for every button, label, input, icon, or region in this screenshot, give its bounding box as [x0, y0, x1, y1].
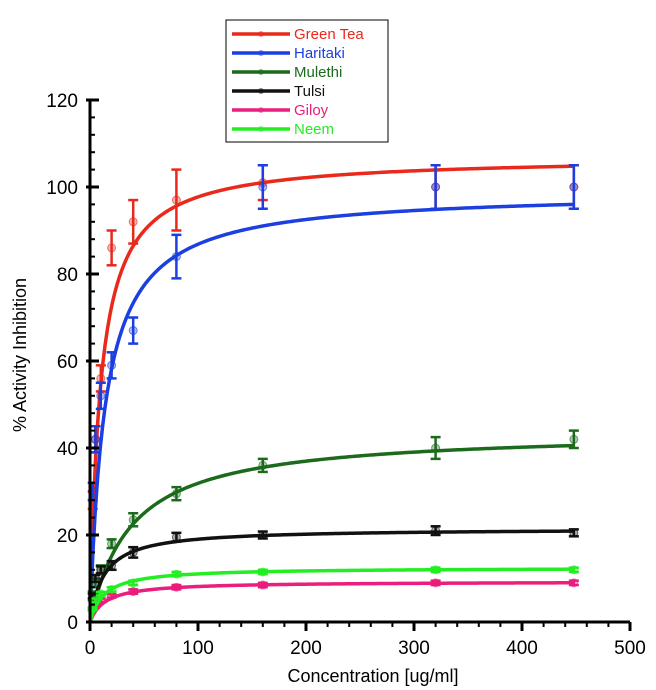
data-point: [107, 539, 117, 549]
legend-marker: [258, 107, 264, 113]
data-point: [96, 565, 106, 575]
data-point: [96, 589, 106, 599]
data-point: [96, 373, 106, 383]
x-tick-label: 400: [506, 638, 538, 659]
data-point: [128, 578, 138, 588]
data-point: [107, 360, 117, 370]
legend-label: Tulsi: [294, 83, 325, 100]
data-point: [569, 434, 579, 444]
data-point: [128, 515, 138, 525]
y-tick-label: 0: [67, 613, 78, 634]
legend-item-neem: Neem: [232, 121, 334, 138]
x-tick-label: 0: [85, 638, 96, 659]
data-point: [431, 526, 441, 536]
legend-marker: [258, 88, 264, 94]
legend-item-giloy: Giloy: [232, 102, 329, 119]
data-point: [431, 578, 441, 588]
legend-item-mulethi: Mulethi: [232, 64, 342, 81]
legend: Green Tea Haritaki Mulethi Tulsi Giloy Neem: [225, 19, 389, 143]
data-point: [171, 252, 181, 262]
data-point: [171, 489, 181, 499]
data-point: [258, 530, 268, 540]
legend-marker: [258, 69, 264, 75]
y-axis-ticks: 0 20 40 60 80 100 120: [46, 91, 99, 634]
data-point: [171, 532, 181, 542]
data-point: [569, 182, 579, 192]
y-tick-label: 100: [46, 178, 78, 199]
plot-area: [87, 164, 579, 622]
x-tick-label: 100: [182, 638, 214, 659]
data-point: [96, 391, 106, 401]
series-neem: [87, 565, 579, 621]
data-point: [258, 580, 268, 590]
data-point: [431, 565, 441, 575]
y-tick-label: 20: [57, 526, 78, 547]
legend-marker: [258, 126, 264, 132]
fit-curve-tulsi: [88, 529, 574, 619]
fit-curve-green-tea: [88, 164, 574, 599]
legend-item-green-tea: Green Tea: [232, 26, 364, 43]
data-point: [90, 434, 100, 444]
data-point: [107, 584, 117, 594]
data-point: [171, 582, 181, 592]
fit-curve-neem: [88, 567, 574, 621]
axes: 0 100 200 300 400 500 0 20 40 60 80 100 120: [46, 91, 646, 659]
legend-marker: [258, 31, 264, 37]
x-axis-title: Concentration [ug/ml]: [287, 666, 458, 686]
data-point: [128, 326, 138, 336]
data-point: [569, 565, 579, 575]
data-point: [171, 195, 181, 205]
legend-label: Neem: [294, 121, 334, 138]
y-tick-label: 60: [57, 352, 78, 373]
data-point: [258, 182, 268, 192]
x-tick-label: 200: [290, 638, 322, 659]
legend-label: Mulethi: [294, 64, 342, 81]
legend-label: Giloy: [294, 102, 329, 119]
data-point: [90, 595, 100, 605]
legend-item-tulsi: Tulsi: [232, 83, 325, 100]
data-point: [128, 547, 138, 557]
data-point: [258, 460, 268, 470]
fit-curve-giloy: [88, 581, 574, 622]
y-tick-label: 80: [57, 265, 78, 286]
data-point: [171, 569, 181, 579]
legend-label: Haritaki: [294, 45, 345, 62]
data-point: [107, 560, 117, 570]
data-point: [569, 528, 579, 538]
legend-marker: [258, 50, 264, 56]
data-point: [90, 574, 100, 583]
data-point: [128, 587, 138, 597]
data-point: [431, 182, 441, 192]
x-tick-label: 500: [614, 638, 646, 659]
fit-curve-haritaki: [88, 202, 574, 608]
x-axis-ticks: 0 100 200 300 400 500: [85, 622, 646, 659]
legend-box: [225, 19, 389, 143]
data-point: [569, 578, 579, 588]
fit-curve-mulethi: [88, 443, 574, 620]
y-tick-label: 120: [46, 91, 78, 112]
y-tick-label: 40: [57, 439, 78, 460]
legend-item-haritaki: Haritaki: [232, 45, 345, 62]
data-point: [431, 443, 441, 453]
x-tick-label: 300: [398, 638, 430, 659]
y-axis-title: % Activity Inhibition: [10, 278, 30, 432]
series-tulsi: [87, 525, 579, 619]
data-point: [128, 217, 138, 227]
data-point: [107, 243, 117, 253]
data-point: [258, 567, 268, 577]
legend-label: Green Tea: [294, 26, 364, 43]
